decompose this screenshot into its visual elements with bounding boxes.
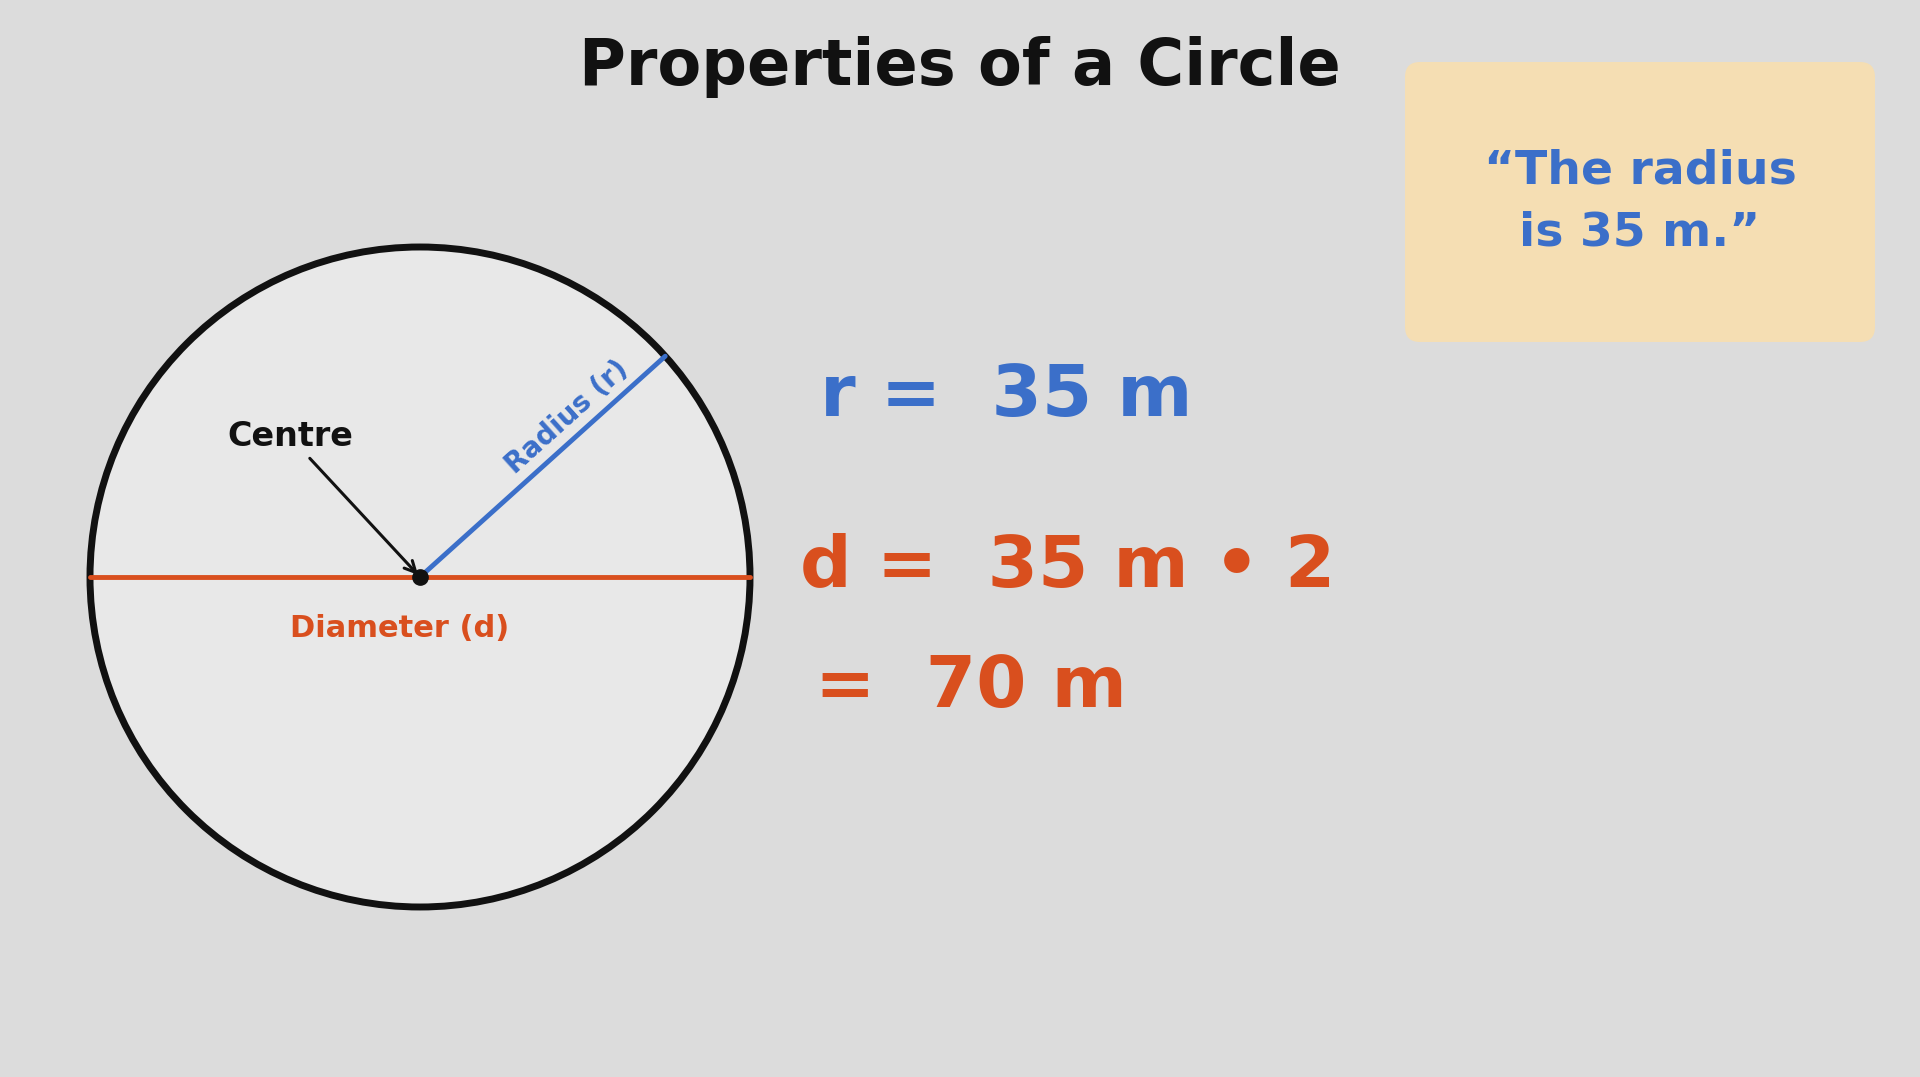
Text: Radius (r): Radius (r)	[501, 354, 634, 479]
Text: Properties of a Circle: Properties of a Circle	[580, 36, 1340, 98]
Text: “The radius
is 35 m.”: “The radius is 35 m.”	[1484, 149, 1797, 255]
Text: d =  35 m • 2: d = 35 m • 2	[801, 532, 1334, 601]
Circle shape	[90, 247, 751, 907]
Text: r =  35 m: r = 35 m	[820, 363, 1192, 432]
Text: Diameter (d): Diameter (d)	[290, 615, 509, 643]
FancyBboxPatch shape	[1405, 62, 1876, 342]
Text: Centre: Centre	[227, 420, 417, 573]
Text: =  70 m: = 70 m	[814, 653, 1127, 722]
